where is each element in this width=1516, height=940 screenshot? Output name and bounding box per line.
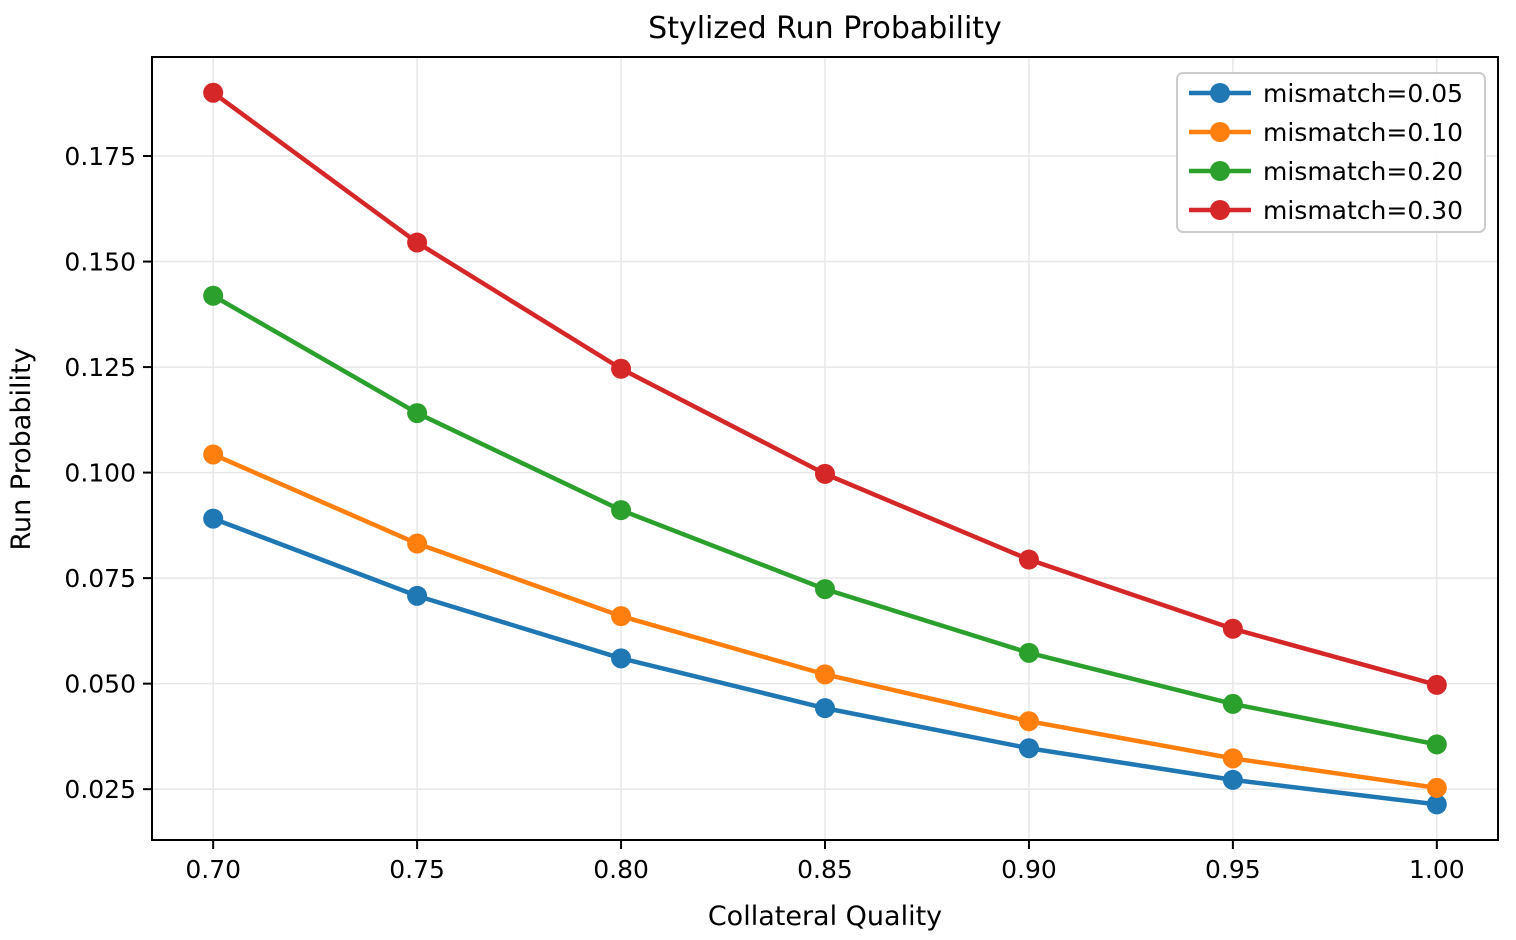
x-tick-label: 0.95 xyxy=(1205,855,1261,884)
legend-marker-sample xyxy=(1210,161,1230,181)
legend-label: mismatch=0.20 xyxy=(1263,157,1463,186)
data-point-marker-mismatch=0.30 xyxy=(1018,549,1039,570)
chart-title: Stylized Run Probability xyxy=(648,11,1002,46)
x-tick-label: 0.90 xyxy=(1001,855,1057,884)
data-point-marker-mismatch=0.30 xyxy=(815,463,835,484)
data-point-marker-mismatch=0.20 xyxy=(611,500,632,521)
data-point-marker-mismatch=0.10 xyxy=(611,606,632,627)
legend-marker-sample xyxy=(1210,83,1230,103)
data-point-marker-mismatch=0.20 xyxy=(407,403,428,424)
y-axis-label: Run Probability xyxy=(6,347,37,550)
legend-entry: mismatch=0.30 xyxy=(1189,196,1463,225)
legend-label: mismatch=0.10 xyxy=(1263,118,1463,147)
data-point-marker-mismatch=0.20 xyxy=(1018,642,1039,663)
y-tick-label: 0.150 xyxy=(64,247,136,276)
data-point-marker-mismatch=0.05 xyxy=(1426,794,1447,815)
y-tick-label: 0.050 xyxy=(64,669,136,698)
data-point-marker-mismatch=0.20 xyxy=(1426,734,1447,755)
data-point-marker-mismatch=0.05 xyxy=(1018,738,1039,759)
legend: mismatch=0.05 mismatch=0.10 mismatch=0.20 m… xyxy=(1176,72,1486,233)
x-tick-label: 0.85 xyxy=(797,855,853,884)
data-point-marker-mismatch=0.10 xyxy=(1018,711,1039,732)
legend-marker-sample xyxy=(1210,200,1230,220)
y-tick-label: 0.100 xyxy=(64,458,136,487)
data-point-marker-mismatch=0.30 xyxy=(611,358,632,379)
data-point-marker-mismatch=0.20 xyxy=(815,579,835,600)
data-point-marker-mismatch=0.10 xyxy=(407,533,428,554)
data-point-marker-mismatch=0.05 xyxy=(611,648,632,669)
data-point-marker-mismatch=0.30 xyxy=(407,232,428,253)
x-tick-label: 1.00 xyxy=(1409,855,1465,884)
y-tick-label: 0.125 xyxy=(64,353,136,382)
series-layer xyxy=(203,82,1447,815)
legend-label: mismatch=0.30 xyxy=(1263,196,1463,225)
y-tick-label: 0.075 xyxy=(64,564,136,593)
data-point-marker-mismatch=0.10 xyxy=(815,664,835,685)
data-point-marker-mismatch=0.30 xyxy=(1426,674,1447,695)
legend-entry: mismatch=0.10 xyxy=(1189,118,1463,147)
data-point-marker-mismatch=0.05 xyxy=(1222,769,1243,790)
tick-layer: 0.70 0.75 0.80 0.85 0.90 0.95 1.00 0.025 0.050 0.… xyxy=(64,142,1464,884)
legend-entry: mismatch=0.05 xyxy=(1189,79,1463,108)
legend-entry: mismatch=0.20 xyxy=(1189,157,1463,186)
data-point-marker-mismatch=0.05 xyxy=(203,508,224,529)
legend-box xyxy=(1176,72,1486,233)
data-point-marker-mismatch=0.05 xyxy=(815,698,835,719)
x-tick-label: 0.75 xyxy=(389,855,445,884)
data-point-marker-mismatch=0.30 xyxy=(203,82,224,103)
data-point-marker-mismatch=0.30 xyxy=(1222,618,1243,639)
legend-marker-sample xyxy=(1210,122,1230,142)
data-point-marker-mismatch=0.10 xyxy=(1426,777,1447,798)
legend-label: mismatch=0.05 xyxy=(1263,79,1463,108)
y-tick-label: 0.175 xyxy=(64,142,136,171)
x-tick-label: 0.70 xyxy=(185,855,241,884)
x-tick-label: 0.80 xyxy=(593,855,649,884)
data-point-marker-mismatch=0.20 xyxy=(1222,693,1243,714)
data-point-marker-mismatch=0.20 xyxy=(203,285,224,306)
data-point-marker-mismatch=0.10 xyxy=(1222,748,1243,769)
x-axis-label: Collateral Quality xyxy=(708,901,942,932)
data-point-marker-mismatch=0.10 xyxy=(203,444,224,465)
data-point-marker-mismatch=0.05 xyxy=(407,585,428,606)
y-tick-label: 0.025 xyxy=(64,775,136,804)
